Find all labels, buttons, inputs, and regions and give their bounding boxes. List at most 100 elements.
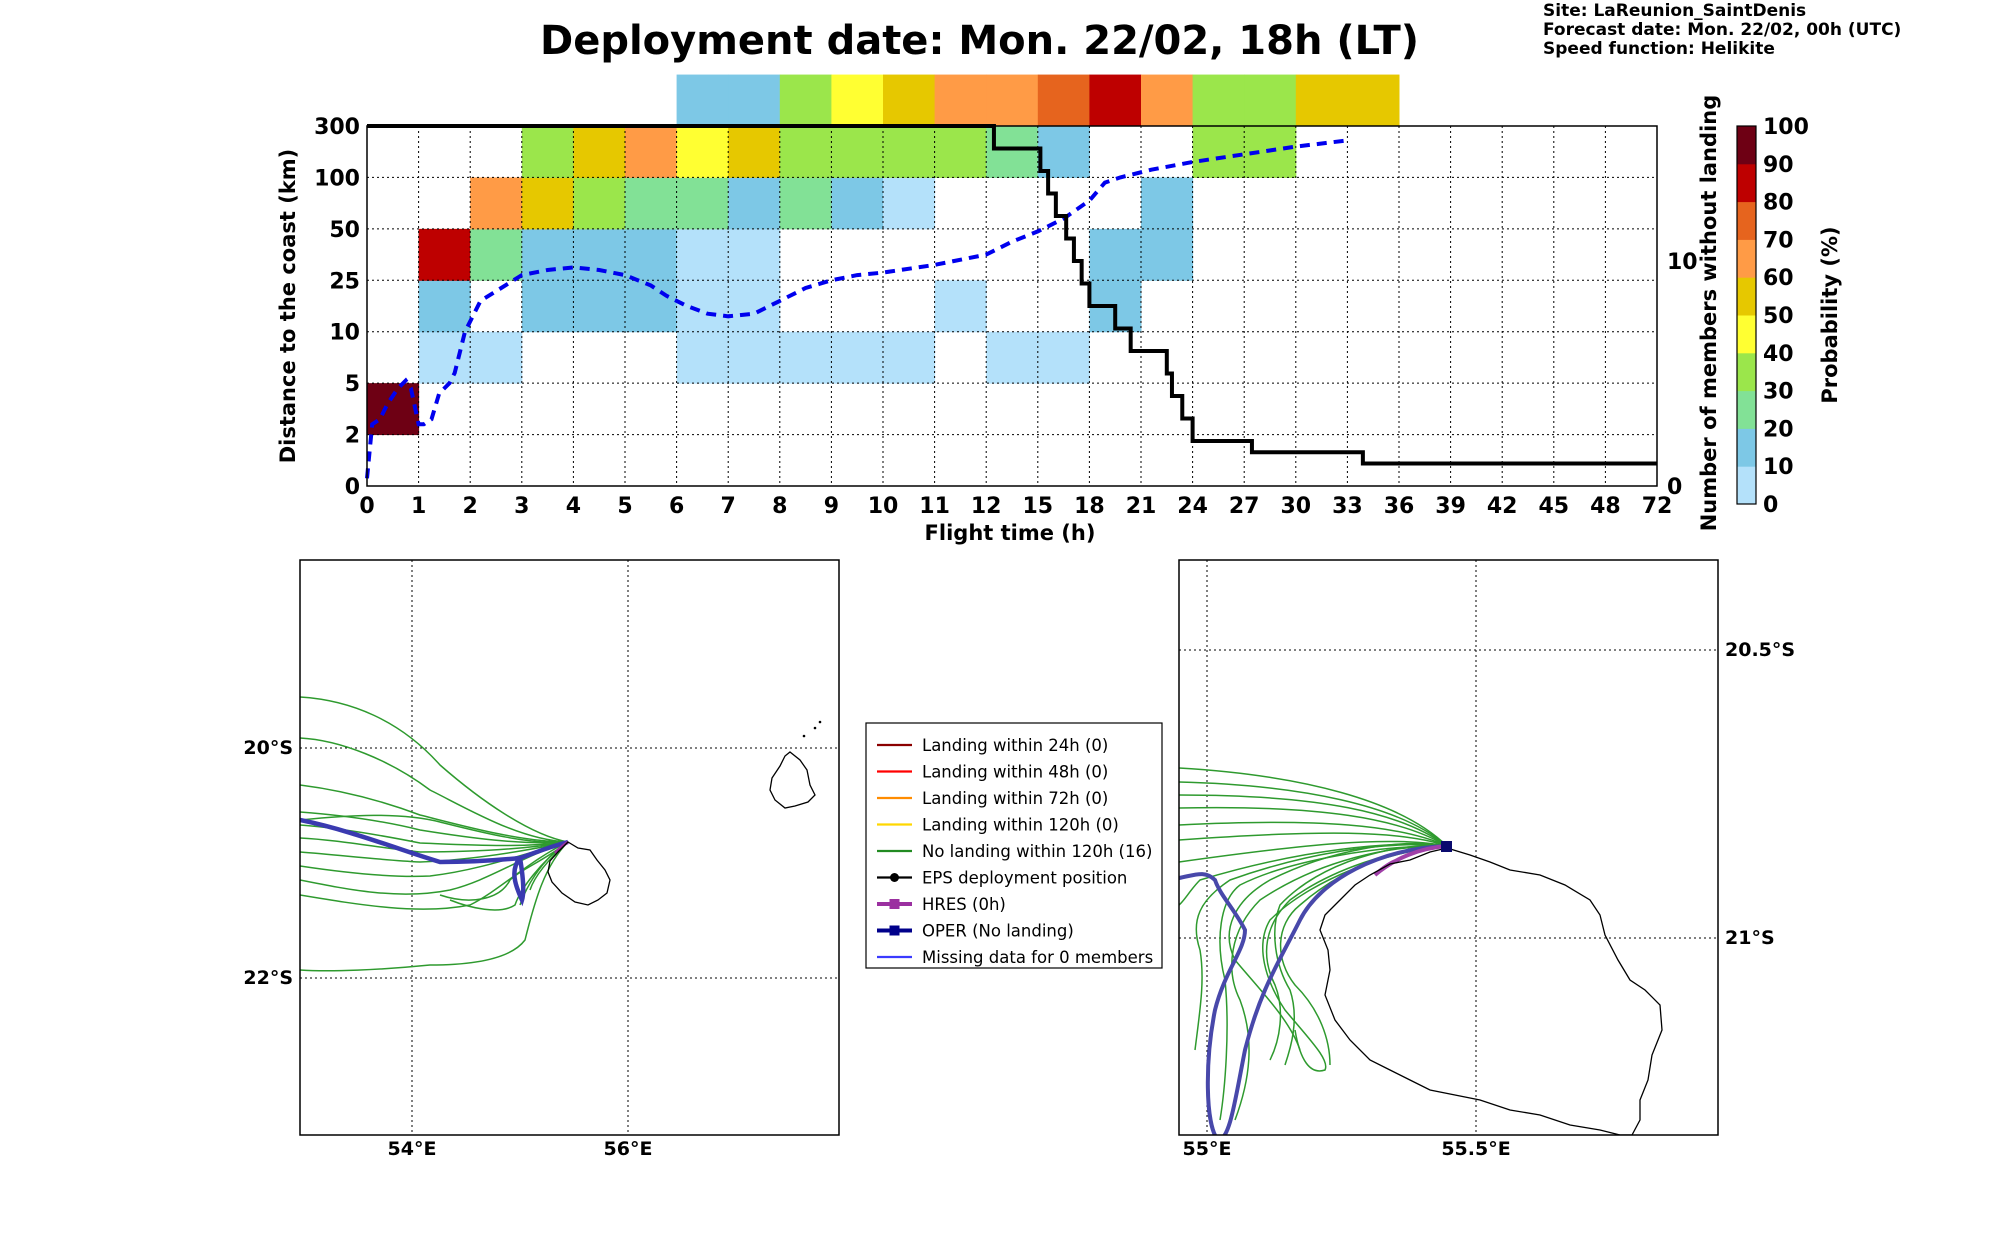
legend-label: OPER (No landing)	[922, 922, 1074, 941]
map2-hres-trajectory	[1373, 844, 1448, 877]
legend-item: HRES (0h)	[877, 895, 1006, 914]
chart-title: Deployment date: Mon. 22/02, 18h (LT)	[540, 18, 1420, 64]
heatmap-cell	[418, 228, 471, 281]
x-tick-label: 4	[566, 494, 581, 519]
heatmap-cell	[573, 280, 626, 333]
heatmap-cell	[728, 74, 781, 127]
legend-marker	[890, 873, 899, 882]
map2-lon-label: 55.5°E	[1441, 1138, 1510, 1160]
heatmap-cell	[1192, 126, 1245, 178]
heatmap-cell	[728, 228, 781, 281]
heatmap-cell	[831, 74, 884, 127]
x-tick-label: 18	[1074, 494, 1105, 519]
heatmap-cell	[883, 331, 936, 384]
legend-label: Missing data for 0 members	[922, 948, 1153, 967]
heatmap-cell	[676, 126, 729, 178]
x-tick-label: 39	[1435, 494, 1466, 519]
regional-trajectory-map: 54°E 56°E 20°S 22°S	[243, 559, 840, 1160]
legend-label: Landing within 24h (0)	[922, 736, 1108, 755]
x-tick-label: 27	[1229, 494, 1260, 519]
x-tick-label: 1	[411, 494, 426, 519]
map1-islet	[813, 726, 817, 730]
legend-label: EPS deployment position	[922, 869, 1127, 888]
heatmap-cell	[1141, 74, 1194, 127]
forecast-date-label: Forecast date: Mon. 22/02, 00h (UTC)	[1543, 20, 1902, 40]
heatmap-cell	[1347, 74, 1400, 127]
heatmap-cell	[1295, 74, 1348, 127]
map1-islet	[802, 734, 806, 738]
x-tick-label: 42	[1487, 494, 1518, 519]
heatmap-cell	[1141, 177, 1194, 230]
heatmap-cell	[883, 126, 936, 178]
legend-label: Landing within 72h (0)	[922, 789, 1108, 808]
heatmap-cell	[625, 228, 678, 281]
colorbar-swatch	[1737, 277, 1756, 316]
heatmap-cell	[676, 280, 729, 333]
y-tick-label: 300	[314, 115, 360, 140]
colorbar-tick-label: 20	[1763, 417, 1794, 442]
y-tick-label: 25	[329, 269, 360, 294]
x-tick-label: 21	[1126, 494, 1157, 519]
colorbar-tick-label: 70	[1763, 228, 1794, 253]
map2-lat-label: 20.5°S	[1725, 639, 1795, 661]
legend-item: Landing within 24h (0)	[877, 736, 1108, 755]
heatmap-cell	[728, 280, 781, 333]
y-tick-label: 10	[329, 321, 360, 346]
x-tick-label: 48	[1590, 494, 1621, 519]
legend-item: Landing within 48h (0)	[877, 763, 1108, 782]
colorbar-swatches	[1737, 126, 1756, 505]
heatmap-cell	[625, 177, 678, 230]
x-tick-label: 72	[1642, 494, 1673, 519]
colorbar-swatch	[1737, 239, 1756, 278]
x-tick-labels: 0 1 2 3 4 5 6 7 8 9 10 11 12 15 18 21 24 27 30 33 36 39 42 45 48…	[359, 494, 1672, 519]
heatmap-cell	[831, 126, 884, 178]
legend-label: Landing within 48h (0)	[922, 763, 1108, 782]
map2-oper-trajectory	[1179, 844, 1448, 1135]
forecast-metadata: Site: LaReunion_SaintDenis Forecast date…	[1543, 2, 1901, 59]
y2-axis-label: Number of members without landing	[1697, 95, 1721, 532]
legend-label: Landing within 120h (0)	[922, 816, 1119, 835]
heatmap-cell	[1141, 228, 1194, 281]
legend-item: Landing within 120h (0)	[877, 816, 1119, 835]
colorbar-swatch	[1737, 201, 1756, 240]
heatmap-cell	[934, 126, 987, 178]
legend-item: OPER (No landing)	[877, 922, 1074, 941]
x-axis-label: Flight time (h)	[925, 521, 1096, 545]
y-tick-label: 5	[345, 372, 360, 397]
heatmap-cell	[986, 331, 1039, 384]
x-tick-label: 45	[1538, 494, 1569, 519]
heatmap-cell	[883, 74, 936, 127]
y-tick-label: 50	[329, 218, 360, 243]
y2-tick-label: 0	[1667, 475, 1682, 500]
map2-deployment-marker	[1441, 841, 1452, 852]
heatmap-cell	[625, 280, 678, 333]
heatmap-cell	[934, 280, 987, 333]
y-axis-label: Distance to the coast (km)	[276, 149, 300, 464]
heatmap-cell	[986, 74, 1039, 127]
y2-tick-labels: 0 10	[1667, 250, 1698, 500]
colorbar-swatch	[1737, 126, 1756, 165]
heatmap-cell	[418, 280, 471, 333]
heatmap-frame	[366, 125, 1658, 487]
x-tick-label: 10	[868, 494, 899, 519]
x-tick-label: 7	[721, 494, 736, 519]
heatmap-cell	[1037, 74, 1090, 127]
colorbar-swatch	[1737, 163, 1756, 203]
legend-marker	[889, 925, 900, 936]
legend-items: Landing within 24h (0) Landing within 48h…	[877, 736, 1153, 967]
legend-label: No landing within 120h (16)	[922, 842, 1152, 861]
x-tick-label: 24	[1177, 494, 1208, 519]
y-tick-label: 2	[345, 424, 360, 449]
colorbar-tick-label: 0	[1763, 493, 1778, 518]
map2-frame	[1178, 559, 1719, 1136]
colorbar-tick-label: 30	[1763, 380, 1794, 405]
heatmap-cell	[470, 331, 523, 384]
y-tick-label: 100	[314, 166, 360, 191]
legend-item: No landing within 120h (16)	[877, 842, 1152, 861]
heatmap-cell	[625, 126, 678, 178]
map1-mauritius-coastline	[769, 751, 816, 809]
colorbar-label: Probability (%)	[1818, 226, 1842, 403]
heatmap-cell	[728, 331, 781, 384]
